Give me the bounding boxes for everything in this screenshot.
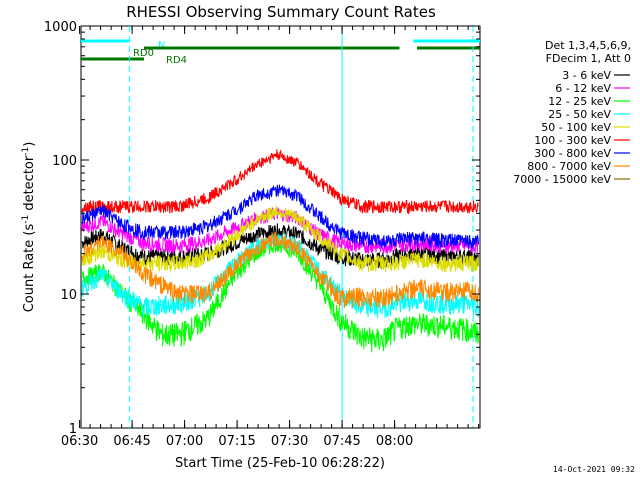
series-line [81, 231, 479, 309]
x-tick-label: 06:30 [61, 434, 98, 449]
y-axis-label-part: Count Rate (s [22, 224, 37, 313]
series-100-300-kev [81, 149, 479, 215]
legend: Det 1,3,4,5,6,9, FDecim 1, Att 0 3 - 6 k… [513, 39, 631, 186]
x-tick-label: 06:45 [113, 434, 150, 449]
legend-entry-label: 3 - 6 keV [562, 69, 611, 82]
y-axis-label-part: detector [22, 155, 37, 215]
series-800-7000-kev [81, 231, 479, 309]
series-line [81, 149, 479, 215]
x-axis-label: Start Time (25-Feb-10 06:28:22) [175, 456, 385, 471]
y-tick-label: 100 [52, 154, 77, 169]
series-25-50-kev [81, 232, 479, 319]
y-axis-label: Count Rate (s-1 detector-1) [21, 142, 37, 313]
legend-entry-label: 6 - 12 keV [555, 82, 611, 95]
series-line [81, 205, 479, 273]
series-line [81, 184, 479, 249]
legend-entry-label: 25 - 50 keV [548, 108, 611, 121]
x-tick-label: 07:45 [323, 434, 360, 449]
y-axis-label-sup: -1 [21, 147, 31, 156]
x-tick-label: 08:00 [376, 434, 413, 449]
legend-entry-label: 300 - 800 keV [534, 147, 611, 160]
y-axis-label-part: ) [22, 142, 37, 147]
chart-title: RHESSI Observing Summary Count Rates [126, 3, 436, 21]
legend-entry-label: 7000 - 15000 keV [513, 173, 611, 186]
legend-entry-label: 50 - 100 keV [541, 121, 611, 134]
x-tick-label: 07:30 [271, 434, 308, 449]
legend-header-line: Det 1,3,4,5,6,9, [545, 39, 631, 52]
legend-header-line: FDecim 1, Att 0 [546, 52, 631, 65]
mode-bars: N RD0 RD4 [81, 39, 480, 66]
y-tick-label: 1 [69, 422, 77, 437]
series-layer [81, 149, 479, 353]
mode-bar-label: RD0 [133, 48, 154, 59]
series-line [81, 232, 479, 319]
y-axis-label-sup: -1 [21, 215, 31, 224]
series-300-800-kev [81, 184, 479, 249]
series-50-100-kev [81, 205, 479, 273]
mode-bar-label: RD4 [166, 55, 187, 66]
y-tick-label: 1000 [44, 20, 77, 35]
plot-frame [80, 25, 481, 429]
y-tick-label: 10 [60, 288, 77, 303]
vertical-markers [128, 26, 474, 428]
x-tick-label: 07:00 [166, 434, 203, 449]
x-tick-label: 07:15 [218, 434, 255, 449]
axes-layer: 1 10 100 1000 06:30 06:45 07:00 07:15 07:30 07:45… [44, 20, 480, 449]
legend-entry-label: 100 - 300 keV [534, 134, 611, 147]
legend-entry-label: 800 - 7000 keV [527, 160, 611, 173]
legend-entry-label: 12 - 25 keV [548, 95, 611, 108]
mode-bar-label: N [158, 40, 165, 51]
timestamp: 14-Oct-2021 09:32 [553, 465, 635, 474]
